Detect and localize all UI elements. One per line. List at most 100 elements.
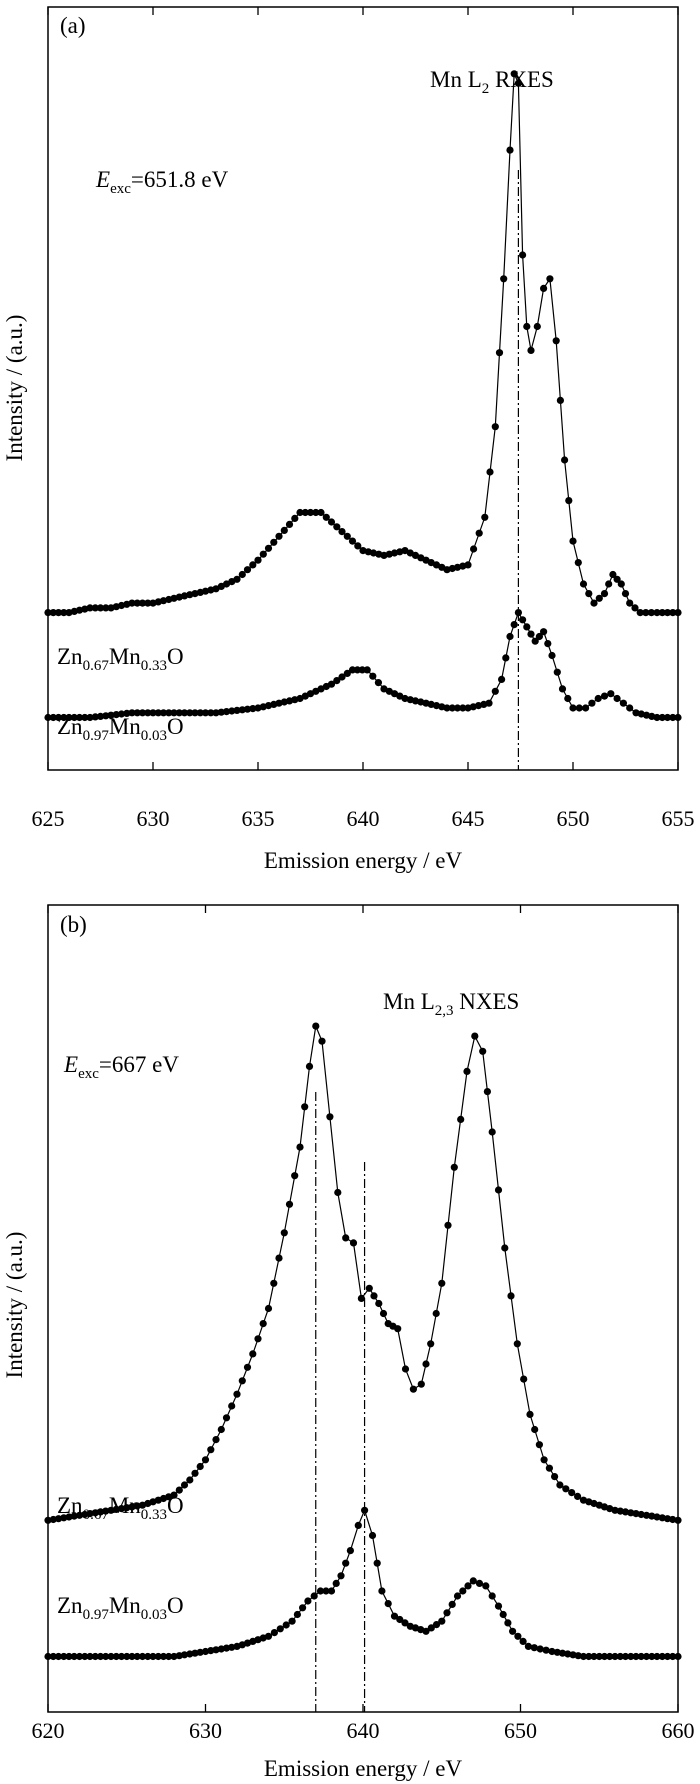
data-point [507,1292,515,1300]
data-point [81,713,89,722]
data-point [453,1592,462,1600]
data-point [280,1229,288,1237]
data-point [154,709,162,717]
data-point [86,604,94,612]
data-point [569,537,577,545]
data-point [285,520,294,529]
data-point [551,1473,559,1481]
data-point [542,1646,550,1654]
data-point [600,1652,609,1661]
data-point [653,713,661,722]
data-point [519,1637,527,1645]
data-point [312,508,320,517]
data-point [338,528,346,536]
data-point [349,1239,358,1247]
data-point [637,1510,645,1519]
data-point [243,705,252,713]
data-point [504,1619,512,1627]
data-point [631,604,639,612]
data-point [558,1649,567,1657]
data-point [564,694,572,703]
data-point [296,508,304,517]
x-axis-ticks: 625 630 635 640 645 650 655 [32,7,695,831]
data-point [222,708,231,716]
data-point [450,1163,458,1171]
y-axis-label: Intensity / (a.u.) [2,1232,27,1379]
data-point [438,1617,446,1625]
data-point [102,1652,110,1661]
data-point [49,609,57,617]
x-tick-label: 640 [347,1718,380,1743]
data-point [621,1508,630,1516]
data-point [609,570,617,579]
data-point [375,1299,383,1308]
data-point [54,1515,63,1523]
data-point [123,709,131,718]
data-point [444,1221,452,1229]
data-point [86,1510,94,1518]
data-point [133,1652,141,1661]
data-point [409,1385,417,1393]
data-point [669,1515,677,1524]
data-point [138,1652,147,1661]
data-point [579,1652,588,1661]
y-axis-label: Intensity / (a.u.) [2,315,27,462]
data-point [519,616,527,624]
excitation-value: =651.8 eV [131,167,229,192]
data-point [626,704,634,712]
data-point [627,1652,635,1661]
data-point [327,518,336,526]
data-point [498,675,506,684]
data-point [117,1505,126,1513]
data-point [524,1642,533,1650]
data-point [588,699,596,707]
data-point [548,651,556,660]
data-point [636,609,644,617]
data-point [621,590,630,598]
data-point [605,580,613,588]
data-point [343,669,351,678]
data-point [207,709,215,717]
data-point [264,1632,273,1640]
x-axis-label: Emission energy / eV [264,1756,463,1781]
data-point [485,699,493,707]
data-point [533,322,541,331]
data-point [96,1652,105,1661]
data-point [663,1652,672,1661]
data-point [201,709,210,717]
data-point [322,1587,330,1595]
data-point [607,690,615,698]
x-tick-label: 650 [504,1718,537,1743]
data-point [464,1582,472,1590]
data-point [275,1254,283,1262]
title-subscript: 2 [482,81,490,97]
data-point [590,1652,598,1661]
data-point [540,284,548,292]
data-point [540,628,548,636]
data-point [149,1652,157,1661]
data-point [159,709,168,717]
data-point [228,707,236,715]
data-point [499,1610,507,1619]
data-point [616,1652,624,1661]
data-point [212,709,220,717]
data-point [422,1627,430,1635]
data-point [117,710,126,718]
data-point [299,1604,307,1612]
chart-title: Mn L2 RXES [430,67,554,97]
data-point [396,1615,404,1624]
data-point [270,1629,278,1637]
data-point [170,1491,178,1499]
data-point [613,575,621,583]
data-point [674,713,682,722]
data-point [238,570,246,579]
data-point [280,526,288,535]
data-point [107,711,115,719]
data-point [86,1652,94,1661]
data-point [495,349,504,357]
data-point [585,590,593,598]
data-point [75,713,84,722]
data-point [149,709,157,717]
data-point [112,1652,120,1661]
data-point [212,1436,220,1444]
